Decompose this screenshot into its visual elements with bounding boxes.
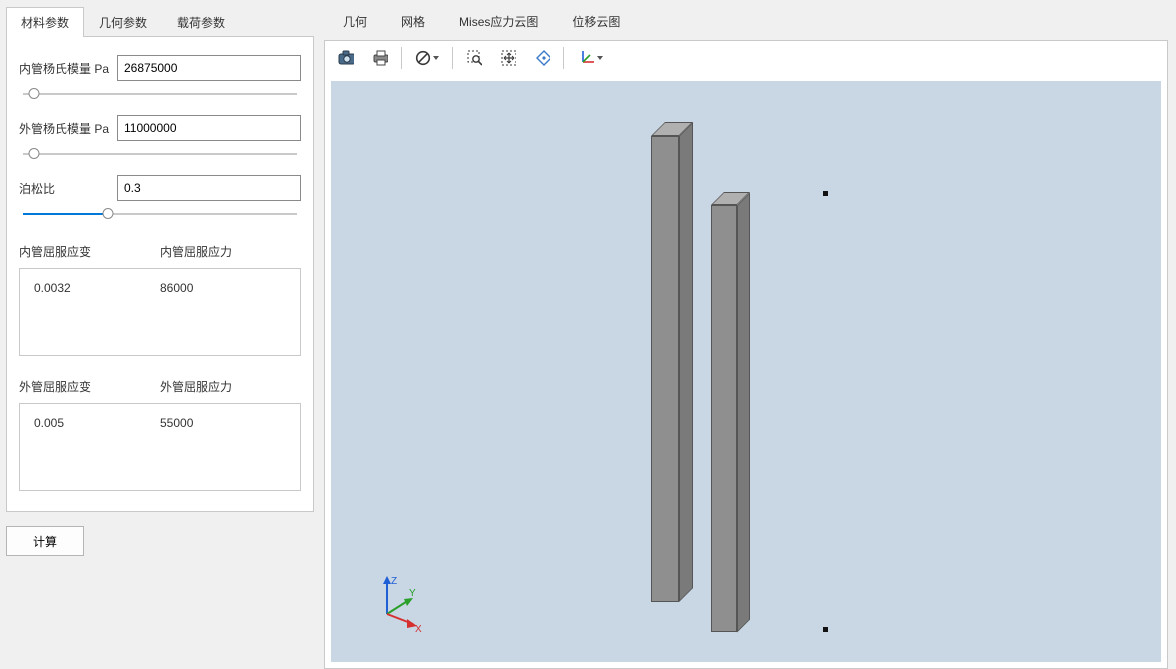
tab-geometry-params[interactable]: 几何参数	[84, 7, 162, 37]
svg-text:Y: Y	[409, 588, 416, 599]
axes-icon[interactable]	[570, 44, 610, 72]
tab-material-params[interactable]: 材料参数	[6, 7, 84, 37]
outer-modulus-input[interactable]	[117, 115, 301, 141]
inner-modulus-label: 内管杨氏模量 Pa	[19, 60, 111, 77]
inner-yield-box: 0.0032 86000	[19, 268, 301, 356]
zoom-area-icon[interactable]	[459, 44, 489, 72]
inner-yield-stress-value: 86000	[160, 281, 286, 343]
tab-mesh-view[interactable]: 网格	[384, 6, 442, 36]
viewer-panel: Z Y X	[324, 40, 1168, 669]
svg-text:X: X	[415, 624, 422, 632]
outer-yield-box: 0.005 55000	[19, 403, 301, 491]
outer-modulus-slider[interactable]	[19, 147, 301, 161]
outer-yield-stress-value: 55000	[160, 416, 286, 478]
material-params-panel: 内管杨氏模量 Pa 外管杨氏模量 Pa 泊松比	[6, 37, 314, 512]
print-icon[interactable]	[365, 44, 395, 72]
toolbar-separator	[452, 47, 453, 69]
toolbar-separator	[563, 47, 564, 69]
inner-yield-strain-label: 内管屈服应变	[19, 243, 160, 260]
inner-modulus-slider[interactable]	[19, 87, 301, 101]
poisson-input[interactable]	[117, 175, 301, 201]
tab-geometry-view[interactable]: 几何	[326, 6, 384, 36]
fit-view-icon[interactable]	[493, 44, 523, 72]
outer-yield-stress-label: 外管屈服应力	[160, 378, 301, 395]
viewer-toolbar	[325, 41, 1167, 75]
compute-button[interactable]: 计算	[6, 526, 84, 556]
tab-mises-view[interactable]: Mises应力云图	[442, 6, 555, 36]
outer-yield-strain-label: 外管屈服应变	[19, 378, 160, 395]
camera-icon[interactable]	[331, 44, 361, 72]
tab-displacement-view[interactable]: 位移云图	[555, 6, 637, 36]
outer-yield-strain-value: 0.005	[34, 416, 160, 478]
no-entry-icon[interactable]	[408, 44, 446, 72]
inner-yield-stress-label: 内管屈服应力	[160, 243, 301, 260]
poisson-slider[interactable]	[19, 207, 301, 221]
right-tabbar: 几何 网格 Mises应力云图 位移云图	[324, 6, 1168, 36]
toolbar-separator	[401, 47, 402, 69]
scene-marker-dot	[823, 191, 828, 196]
viewport-3d[interactable]: Z Y X	[331, 81, 1161, 662]
inner-yield-strain-value: 0.0032	[34, 281, 160, 343]
geometry-column	[651, 122, 693, 602]
scene-marker-dot	[823, 627, 828, 632]
poisson-label: 泊松比	[19, 180, 111, 197]
svg-text:Z: Z	[391, 576, 397, 587]
inner-modulus-input[interactable]	[117, 55, 301, 81]
rotate-view-icon[interactable]	[527, 44, 557, 72]
geometry-column	[711, 192, 750, 632]
axis-triad: Z Y X	[369, 572, 429, 632]
left-tabbar: 材料参数 几何参数 载荷参数	[6, 6, 314, 37]
outer-modulus-label: 外管杨氏模量 Pa	[19, 120, 111, 137]
tab-load-params[interactable]: 载荷参数	[162, 7, 240, 37]
